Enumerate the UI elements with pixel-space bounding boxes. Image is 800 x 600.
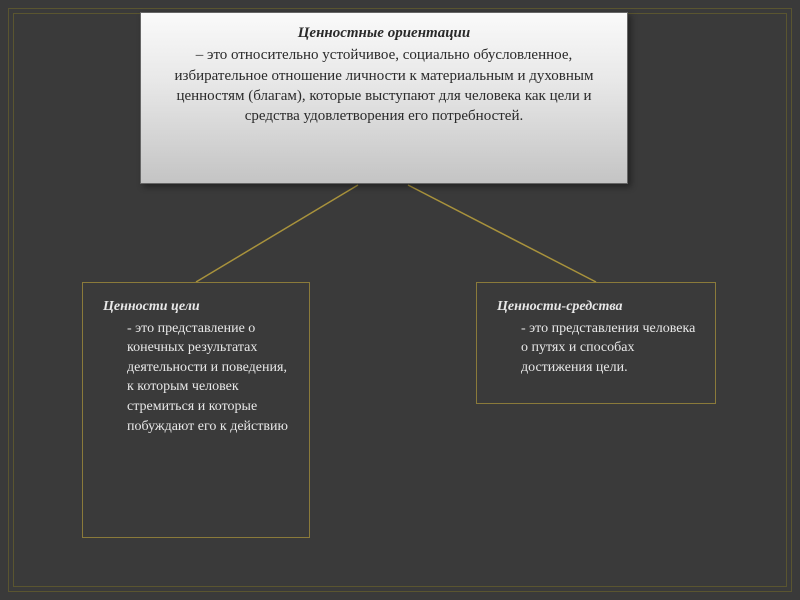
child-right-body: - это представления человека о путях и с… [497,319,699,378]
root-body: – это относительно устойчивое, социально… [175,47,594,124]
child-left-body: - это представление о конечных результат… [103,319,293,437]
child-box-right: Ценности-средства - это представления че… [476,282,716,404]
root-title: Ценностные ориентации [159,23,609,43]
child-box-left: Ценности цели - это представление о коне… [82,282,310,538]
child-left-lead: Ценности цели [103,299,200,314]
root-box: Ценностные ориентации – это относительно… [140,12,628,184]
child-right-lead: Ценности-средства [497,299,623,314]
